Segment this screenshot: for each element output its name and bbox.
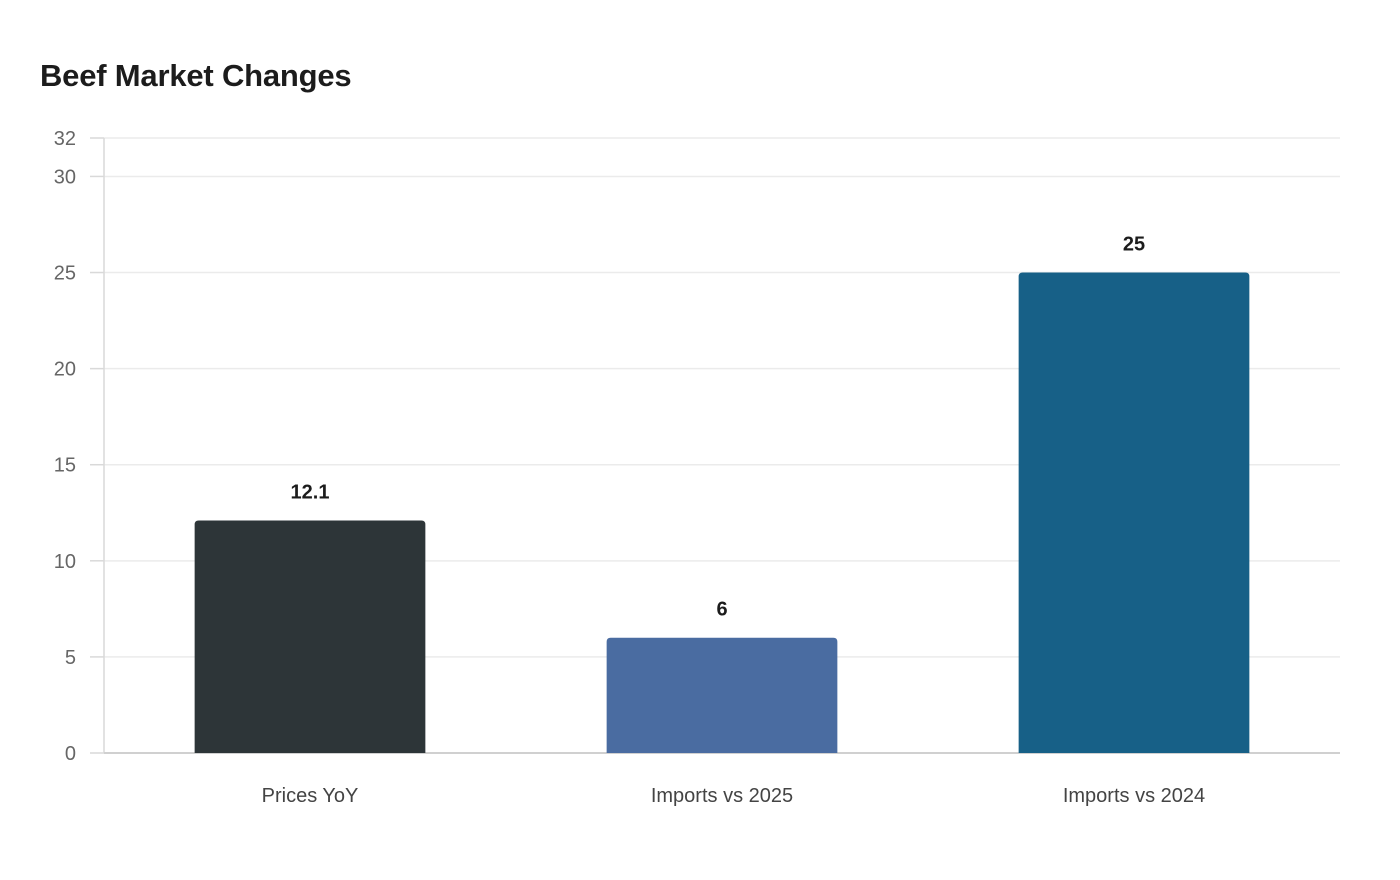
bar-value-label: 6 (716, 599, 727, 621)
y-tick-label: 15 (54, 455, 76, 477)
x-category-label: Imports vs 2024 (1063, 785, 1205, 807)
chart-title: Beef Market Changes (40, 58, 352, 93)
y-tick-label: 10 (54, 551, 76, 573)
y-tick-label: 20 (54, 359, 76, 381)
y-tick-label: 25 (54, 263, 76, 285)
bars (194, 272, 1250, 753)
y-tick-label: 32 (54, 128, 76, 150)
bar-imports-vs-2025[interactable] (606, 637, 838, 753)
y-tick-label: 0 (65, 743, 76, 765)
x-category-label: Imports vs 2025 (651, 785, 793, 807)
bar-imports-vs-2024[interactable] (1018, 272, 1250, 753)
labels: 0 5 10 15 20 25 30 32 12.1 Prices YoY 6 Imports vs … (54, 128, 1205, 807)
bar-value-label: 12.1 (291, 481, 330, 503)
y-tick-label: 30 (54, 166, 76, 188)
x-category-label: Prices YoY (262, 785, 359, 807)
bar-prices-yoy[interactable] (194, 520, 426, 753)
y-tick-label: 5 (65, 647, 76, 669)
bar-value-label: 25 (1123, 234, 1145, 256)
